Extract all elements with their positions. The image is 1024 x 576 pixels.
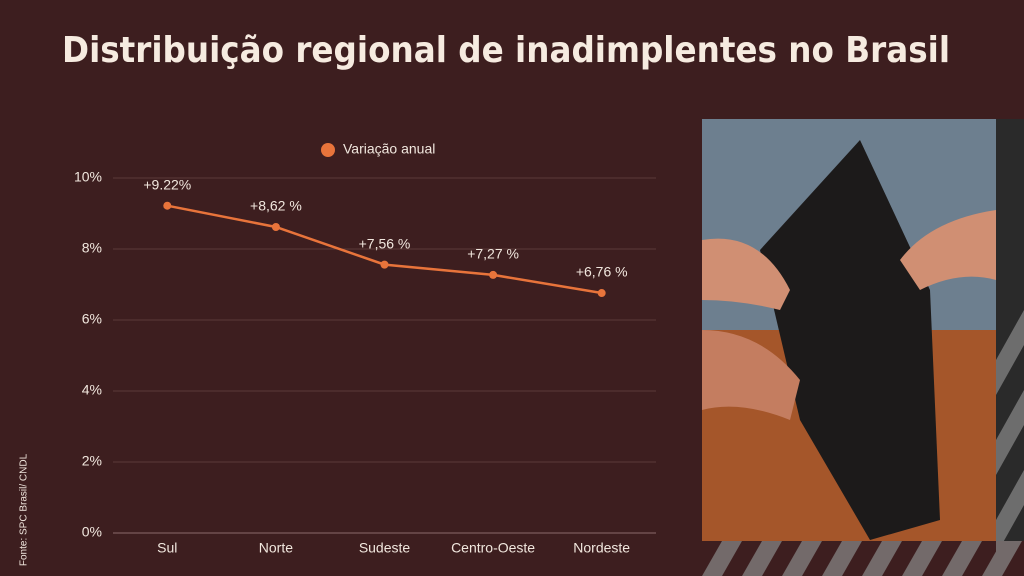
point — [489, 270, 498, 279]
data-label: +6,76 % — [576, 264, 628, 280]
y-tick-label: 4% — [82, 382, 102, 398]
x-tick-label: Norte — [259, 540, 293, 556]
legend-label: Variação anual — [343, 141, 435, 157]
x-tick-label: Nordeste — [573, 540, 630, 556]
stripes — [702, 310, 1024, 576]
data-label: +7,27 % — [467, 246, 519, 262]
hand-left — [702, 238, 790, 310]
legend-marker — [321, 143, 335, 157]
chart-title: Distribuição regional de inadimplentes n… — [62, 30, 950, 71]
data-label: +7,56 % — [359, 235, 411, 251]
data-label: +8,62 % — [250, 198, 302, 214]
photo — [702, 119, 1024, 541]
hand-right — [900, 210, 996, 290]
x-tick-label: Centro-Oeste — [451, 540, 535, 556]
x-tick-label: Sul — [157, 540, 177, 556]
point — [271, 222, 280, 231]
y-tick-label: 0% — [82, 524, 102, 540]
y-tick-label: 10% — [74, 169, 102, 185]
point — [597, 289, 606, 298]
point — [380, 260, 389, 269]
wallet — [760, 140, 940, 540]
y-tick-label: 6% — [82, 311, 102, 327]
y-tick-label: 8% — [82, 240, 102, 256]
source-note: Fonte: SPC Brasil/ CNDL — [19, 453, 30, 566]
stripe-pattern — [702, 310, 1024, 576]
point — [163, 201, 172, 210]
hand-lower — [702, 330, 800, 420]
y-tick-label: 2% — [82, 453, 102, 469]
data-label: +9.22% — [143, 176, 191, 192]
x-tick-label: Sudeste — [359, 540, 411, 556]
